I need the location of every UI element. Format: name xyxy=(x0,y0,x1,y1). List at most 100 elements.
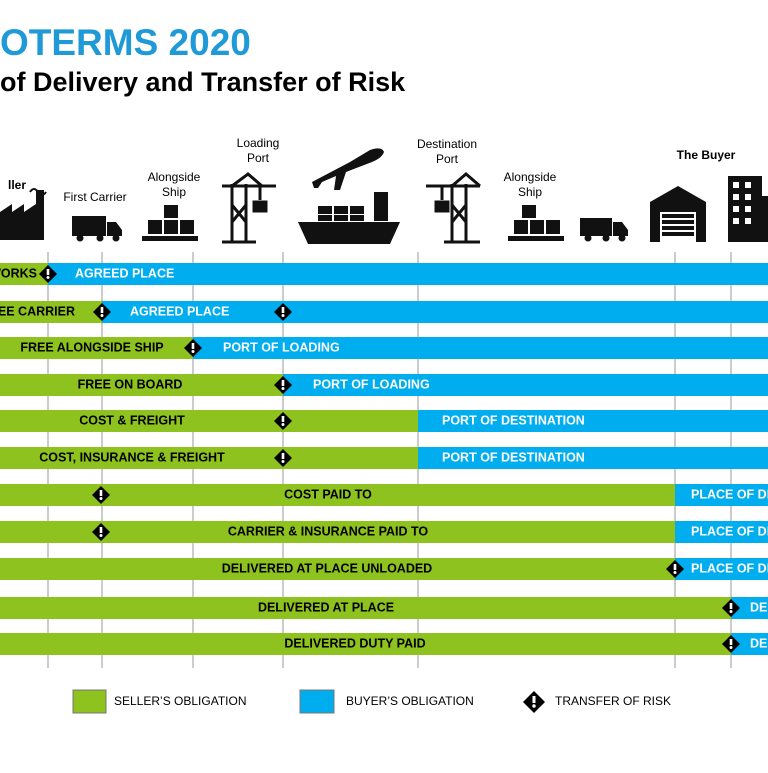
seller-bar xyxy=(0,521,675,543)
buyer-label: DES xyxy=(750,600,768,614)
seller-label: COST, INSURANCE & FREIGHT xyxy=(39,450,225,464)
incoterm-row: DELIVERED AT PLACE DES xyxy=(0,597,768,619)
seller-label: WORKS xyxy=(0,266,37,280)
rows: WORKS AGREED PLACE REE CARRIER AGREED PLACE… xyxy=(0,263,768,655)
risk-icon xyxy=(92,486,110,504)
title: OTERMS 2020 xyxy=(0,22,251,63)
buyer-label: DES xyxy=(750,636,768,650)
risk-mark xyxy=(281,380,285,386)
risk-mark xyxy=(281,307,285,313)
buyer-bar xyxy=(731,597,768,619)
seller-bar xyxy=(0,301,102,323)
legend-swatch xyxy=(72,689,107,714)
risk-dot xyxy=(46,276,50,279)
buildings-icon xyxy=(728,176,768,242)
seller-bar xyxy=(0,484,675,506)
risk-dot xyxy=(673,571,677,574)
seller-label: FREE ON BOARD xyxy=(78,377,183,391)
buyer-bar xyxy=(675,484,768,506)
incoterm-row: FREE ALONGSIDE SHIP PORT OF LOADING xyxy=(0,337,768,359)
incoterm-row: WORKS AGREED PLACE xyxy=(0,263,768,285)
seller-bar xyxy=(0,410,418,432)
stage-label: Alongside xyxy=(504,170,557,184)
buyer-bar xyxy=(48,263,768,285)
legend-label: BUYER’S OBLIGATION xyxy=(346,694,474,708)
seller-bar xyxy=(0,263,48,285)
risk-mark xyxy=(99,490,103,496)
stage-label: The Buyer xyxy=(677,148,736,162)
legend-swatch xyxy=(299,689,335,714)
crane-icon xyxy=(426,172,481,244)
seller-label: CARRIER & INSURANCE PAID TO xyxy=(228,524,429,538)
risk-icon xyxy=(722,599,740,617)
buyer-label: AGREED PLACE xyxy=(130,304,229,318)
stage-label: Port xyxy=(436,152,459,166)
risk-mark xyxy=(729,639,733,645)
risk-mark xyxy=(729,603,733,609)
seller-bar xyxy=(0,337,193,359)
buyer-label: AGREED PLACE xyxy=(75,266,174,280)
seller-label: DELIVERED AT PLACE xyxy=(258,600,394,614)
buyer-bar xyxy=(675,558,768,580)
seller-label: COST & FREIGHT xyxy=(79,413,185,427)
crane-icon xyxy=(222,172,276,244)
incoterm-row: COST PAID TO PLACE OF DES xyxy=(0,484,768,506)
risk-mark xyxy=(281,453,285,459)
risk-dot xyxy=(281,460,285,463)
risk-dot xyxy=(99,534,103,537)
buyer-label: PORT OF LOADING xyxy=(313,377,430,391)
risk-mark xyxy=(100,307,104,313)
risk-dot xyxy=(281,387,285,390)
stage-label: Port xyxy=(247,151,270,165)
legend-risk-icon xyxy=(523,691,545,713)
risk-mark xyxy=(673,564,677,570)
stage-label: ller xyxy=(8,178,26,192)
risk-dot xyxy=(100,314,104,317)
risk-mark xyxy=(281,416,285,422)
buyer-bar xyxy=(731,633,768,655)
incoterm-row: CARRIER & INSURANCE PAID TO PLACE OF DES xyxy=(0,521,768,543)
incoterm-row: COST & FREIGHT PORT OF DESTINATION xyxy=(0,410,768,432)
risk-icon xyxy=(93,303,111,321)
risk-icon xyxy=(39,265,57,283)
ship-icon xyxy=(298,192,400,244)
stage-label: Destination xyxy=(417,137,477,151)
warehouse-icon xyxy=(650,186,706,242)
seller-label: DELIVERED AT PLACE UNLOADED xyxy=(222,561,432,575)
stage-label: First Carrier xyxy=(63,190,126,204)
truck-icon xyxy=(580,218,628,242)
risk-mark xyxy=(46,269,50,275)
seller-bar xyxy=(0,558,675,580)
seller-bar xyxy=(0,447,418,469)
incoterm-row: FREE ON BOARD PORT OF LOADING xyxy=(0,374,768,396)
incoterm-row: REE CARRIER AGREED PLACE xyxy=(0,301,768,323)
seller-label: REE CARRIER xyxy=(0,304,75,318)
buyer-bar xyxy=(675,521,768,543)
stage-label: Alongside xyxy=(148,170,201,184)
risk-icon xyxy=(184,339,202,357)
risk-mark xyxy=(99,527,103,533)
risk-mark xyxy=(191,343,195,349)
stage-label: Loading xyxy=(237,136,280,150)
buyer-bar xyxy=(418,447,768,469)
buyer-bar xyxy=(102,301,768,323)
legend-label: TRANSFER OF RISK xyxy=(555,694,671,708)
stage-label: Ship xyxy=(162,185,186,199)
buyer-label: PORT OF LOADING xyxy=(223,340,340,354)
seller-bar xyxy=(0,374,283,396)
subtitle: of Delivery and Transfer of Risk xyxy=(0,67,406,97)
buyer-bar xyxy=(418,410,768,432)
risk-icon xyxy=(274,376,292,394)
risk-icon xyxy=(274,449,292,467)
risk-icon xyxy=(92,523,110,541)
pallet-icon xyxy=(142,205,198,241)
buyer-label: PLACE OF DES xyxy=(691,524,768,538)
risk-dot xyxy=(281,314,285,317)
incoterm-row: DELIVERED DUTY PAID DES xyxy=(0,633,768,655)
buyer-bar xyxy=(193,337,768,359)
seller-bar xyxy=(0,633,731,655)
buyer-label: PORT OF DESTINATION xyxy=(442,450,585,464)
plane-icon xyxy=(312,148,384,190)
